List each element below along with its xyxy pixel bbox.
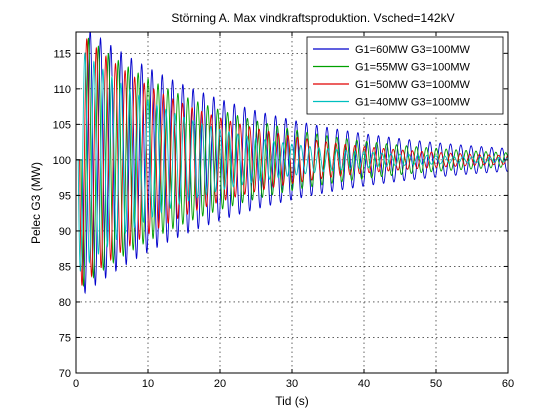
series-line-1 — [76, 32, 508, 295]
y-tick-label: 85 — [59, 261, 71, 273]
series-line-2 — [76, 37, 508, 288]
y-tick-label: 95 — [59, 190, 71, 202]
y-tick-label: 110 — [53, 84, 71, 96]
y-tick-label: 80 — [59, 297, 71, 309]
legend-label: G1=40MW G3=100MW — [355, 97, 471, 109]
y-tick-label: 115 — [53, 48, 71, 60]
legend: G1=60MW G3=100MW G1=55MW G3=100MW G1=50MW … — [306, 36, 504, 115]
y-tick-label: 105 — [53, 119, 71, 131]
chart-title: Störning A. Max vindkraftsproduktion. Vs… — [171, 11, 454, 25]
x-tick-label: 40 — [358, 378, 370, 390]
series-line-3 — [76, 37, 508, 286]
y-tick-label: 70 — [59, 368, 71, 380]
legend-label: G1=55MW G3=100MW — [355, 62, 471, 74]
x-tick-label: 60 — [502, 378, 514, 390]
x-tick-label: 30 — [286, 378, 298, 390]
y-tick-label: 75 — [59, 332, 71, 344]
tick-layer: 0 10 20 30 40 50 60 70 75 80 85 90 95 100 105 110 115 — [53, 32, 514, 390]
y-tick-label: 90 — [59, 226, 71, 238]
legend-label: G1=60MW G3=100MW — [355, 44, 471, 56]
y-axis-label: Pelec G3 (MW) — [29, 162, 43, 244]
x-tick-label: 10 — [142, 378, 154, 390]
y-tick-label: 100 — [53, 155, 71, 167]
series-line-4 — [76, 51, 508, 272]
legend-label: G1=50MW G3=100MW — [355, 79, 471, 91]
x-axis-label: Tid (s) — [275, 394, 309, 408]
x-tick-label: 0 — [73, 378, 79, 390]
x-tick-label: 50 — [430, 378, 442, 390]
series-layer — [76, 32, 508, 295]
x-tick-label: 20 — [214, 378, 226, 390]
